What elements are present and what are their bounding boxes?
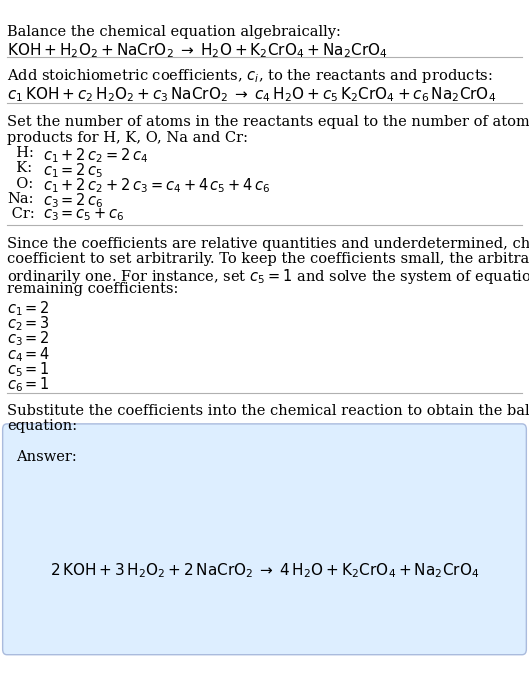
Text: H:: H: (7, 146, 34, 160)
Text: $c_5 = 1$: $c_5 = 1$ (7, 360, 50, 379)
Text: $c_4 = 4$: $c_4 = 4$ (7, 345, 50, 363)
Text: coefficient to set arbitrarily. To keep the coefficients small, the arbitrary va: coefficient to set arbitrarily. To keep … (7, 252, 529, 266)
Text: Na:: Na: (7, 192, 33, 205)
Text: Since the coefficients are relative quantities and underdetermined, choose a: Since the coefficients are relative quan… (7, 237, 529, 251)
Text: Add stoichiometric coefficients, $c_i$, to the reactants and products:: Add stoichiometric coefficients, $c_i$, … (7, 67, 492, 85)
Text: equation:: equation: (7, 419, 77, 433)
Text: $c_1 = 2\,c_5$: $c_1 = 2\,c_5$ (43, 161, 104, 180)
Text: Answer:: Answer: (16, 450, 77, 464)
Text: $c_3 = 2$: $c_3 = 2$ (7, 330, 50, 348)
Text: O:: O: (7, 177, 33, 190)
Text: K:: K: (7, 161, 32, 175)
Text: $\mathrm{KOH + H_2O_2 + NaCrO_2 \;\rightarrow\; H_2O + K_2CrO_4 + Na_2CrO_4}$: $\mathrm{KOH + H_2O_2 + NaCrO_2 \;\right… (7, 41, 387, 60)
Text: $2\,\mathrm{KOH} + 3\,\mathrm{H_2O_2} + 2\,\mathrm{NaCrO_2} \;\rightarrow\; 4\,\: $2\,\mathrm{KOH} + 3\,\mathrm{H_2O_2} + … (50, 561, 479, 580)
Text: $c_1 + 2\,c_2 = 2\,c_4$: $c_1 + 2\,c_2 = 2\,c_4$ (43, 146, 149, 165)
Text: $c_1 = 2$: $c_1 = 2$ (7, 300, 50, 318)
Text: $c_2 = 3$: $c_2 = 3$ (7, 315, 50, 333)
Text: $c_1 + 2\,c_2 + 2\,c_3 = c_4 + 4\,c_5 + 4\,c_6$: $c_1 + 2\,c_2 + 2\,c_3 = c_4 + 4\,c_5 + … (43, 177, 271, 195)
Text: $c_6 = 1$: $c_6 = 1$ (7, 375, 50, 394)
Text: $c_3 = 2\,c_6$: $c_3 = 2\,c_6$ (43, 192, 104, 210)
Text: Substitute the coefficients into the chemical reaction to obtain the balanced: Substitute the coefficients into the che… (7, 404, 529, 418)
Text: products for H, K, O, Na and Cr:: products for H, K, O, Na and Cr: (7, 131, 248, 144)
FancyBboxPatch shape (3, 424, 526, 655)
Text: Cr:: Cr: (7, 207, 34, 221)
Text: Set the number of atoms in the reactants equal to the number of atoms in the: Set the number of atoms in the reactants… (7, 115, 529, 129)
Text: remaining coefficients:: remaining coefficients: (7, 282, 178, 296)
Text: Balance the chemical equation algebraically:: Balance the chemical equation algebraica… (7, 25, 341, 38)
Text: $c_3 = c_5 + c_6$: $c_3 = c_5 + c_6$ (43, 207, 125, 223)
Text: ordinarily one. For instance, set $c_5 = 1$ and solve the system of equations fo: ordinarily one. For instance, set $c_5 =… (7, 267, 529, 286)
Text: $c_1\,\mathrm{KOH} + c_2\,\mathrm{H_2O_2} + c_3\,\mathrm{NaCrO_2} \;\rightarrow\: $c_1\,\mathrm{KOH} + c_2\,\mathrm{H_2O_2… (7, 85, 496, 104)
